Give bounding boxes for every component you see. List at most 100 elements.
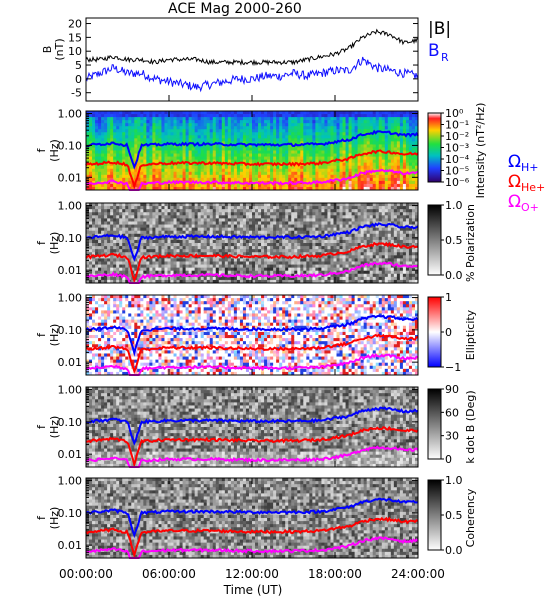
colorbar-tick-label: 10⁻⁵ <box>445 165 469 178</box>
colorbar-tick-label: 90 <box>445 383 459 396</box>
gyro-line-heplus-panel-4 <box>86 425 419 469</box>
field-yunit: (nT) <box>53 38 66 60</box>
series-br-line <box>85 56 419 93</box>
figure-title: ACE Mag 2000-260 <box>168 1 302 17</box>
spectrogram-ytick-label: 0.01 <box>58 539 83 552</box>
gyro-line-hplus-panel-4 <box>85 406 419 446</box>
colorbar-tick-label: 0.5 <box>445 234 463 247</box>
x-tick-label: 12:00:00 <box>225 567 279 581</box>
colorbar-intensity <box>427 112 442 183</box>
colorbar-coher <box>427 479 442 551</box>
gyro-label-sub-2: O+ <box>521 201 539 214</box>
colorbar-tick-label: 1 <box>445 291 452 304</box>
spectrogram-yunit: (Hz) <box>48 324 61 347</box>
colorbar-tick-label: 0 <box>445 326 452 339</box>
series-bmag-line <box>85 28 419 67</box>
colorbar-tick-label: 0.0 <box>445 269 463 282</box>
field-ytick-label: 5 <box>75 59 82 72</box>
spectrogram-yunit: (Hz) <box>48 139 61 162</box>
colorbar-tick-label: 10⁻¹ <box>445 119 469 132</box>
gyro-label-sub-0: H+ <box>521 161 539 174</box>
colorbar-ellip <box>427 296 442 368</box>
legend-br-subscript: R <box>441 51 449 64</box>
legend-br: B <box>428 41 440 61</box>
gyro-line-hplus-panel-1 <box>85 129 419 170</box>
spectrogram-ellip-cells <box>86 295 419 376</box>
x-tick-label: 18:00:00 <box>308 567 362 581</box>
colorbar-tick-label: 0.5 <box>445 509 463 522</box>
spectrogram-ytick-label: 1.00 <box>58 200 83 213</box>
colorbar-tick-label: 10⁰ <box>445 107 464 120</box>
colorbar-tick-label: 1.0 <box>445 199 463 212</box>
spectrogram-intensity-cells <box>86 111 419 191</box>
colorbar-label-intensity: Intensity (nT²/Hz) <box>474 103 487 199</box>
field-ytick-label: 10 <box>68 45 82 58</box>
spectrogram-ytick-label: 0.10 <box>58 507 83 520</box>
colorbar-tick-label: −1 <box>445 361 461 374</box>
gyro-label-2: Ω <box>508 192 521 212</box>
field-ytick-label: 0 <box>75 73 82 86</box>
colorbar-label-polar: % Polarization <box>464 204 477 282</box>
spectrogram-ytick-label: 1.00 <box>58 475 83 488</box>
colorbar-label-coher: Coherency <box>464 488 477 547</box>
x-tick-label: 06:00:00 <box>142 567 196 581</box>
colorbar-polar <box>427 204 442 276</box>
spectrogram-yunit: (Hz) <box>48 232 61 255</box>
x-tick-label: 24:00:00 <box>391 567 445 581</box>
spectrogram-ytick-label: 0.01 <box>58 264 83 277</box>
spectrogram-ytick-label: 0.10 <box>58 139 83 152</box>
gyro-line-heplus-panel-2 <box>85 241 419 284</box>
colorbar-label-kdotb: k dot B (Deg) <box>464 390 477 463</box>
gyro-label-1: Ω <box>508 172 521 192</box>
spectrogram-ylabel: f <box>35 515 48 520</box>
spectrogram-ytick-label: 0.10 <box>58 232 83 245</box>
gyro-label-0: Ω <box>508 152 521 172</box>
spectrogram-ytick-label: 1.00 <box>58 384 83 397</box>
gyro-line-hplus-panel-3 <box>85 314 419 357</box>
gyro-line-heplus-panel-5 <box>85 516 419 559</box>
gyro-line-heplus-panel-3 <box>85 333 419 374</box>
field-ytick-label: -5 <box>71 87 82 100</box>
spectrogram-coher-cells <box>86 478 419 559</box>
x-tick-label: 00:00:00 <box>59 567 113 581</box>
legend-bmag: |B| <box>428 19 451 39</box>
gyro-line-heplus-panel-1 <box>85 149 419 190</box>
colorbar-tick-label: 10⁻⁶ <box>445 176 470 189</box>
colorbar-tick-label: 10⁻⁴ <box>445 153 470 166</box>
field-ylabel: B <box>41 46 54 54</box>
gyro-line-oplus-panel-5 <box>85 536 419 559</box>
spectrogram-ylabel: f <box>35 240 48 245</box>
gyro-line-hplus-panel-2 <box>85 222 419 262</box>
spectrogram-ytick-label: 0.01 <box>58 171 83 184</box>
colorbar-tick-label: 10⁻² <box>445 130 469 143</box>
spectrogram-ylabel: f <box>35 147 48 152</box>
spectrogram-ytick-label: 1.00 <box>58 108 83 121</box>
field-ytick-label: 20 <box>68 18 82 31</box>
gyro-line-oplus-panel-2 <box>85 261 419 284</box>
gyro-label-sub-1: He+ <box>521 181 545 194</box>
colorbar-tick-label: 30 <box>445 430 459 443</box>
colorbar-tick-label: 10⁻³ <box>445 142 469 155</box>
spectrogram-ylabel: f <box>35 424 48 429</box>
colorbar-tick-label: 0.0 <box>445 544 463 557</box>
x-axis-label: Time (UT) <box>223 583 283 597</box>
gyro-line-oplus-panel-4 <box>85 445 419 468</box>
gyro-line-oplus-panel-1 <box>85 168 419 191</box>
colorbar-tick-label: 60 <box>445 406 459 419</box>
spectrogram-ytick-label: 0.10 <box>58 324 83 337</box>
spectrogram-yunit: (Hz) <box>48 507 61 530</box>
spectrogram-ytick-label: 0.01 <box>58 448 83 461</box>
colorbar-kdotb <box>427 388 442 460</box>
colorbar-label-ellip: Ellipticity <box>464 309 477 360</box>
field-ytick-label: 15 <box>68 31 82 44</box>
spectrogram-ylabel: f <box>35 332 48 337</box>
spectrogram-ytick-label: 0.10 <box>58 416 83 429</box>
spectrogram-ytick-label: 1.00 <box>58 292 83 305</box>
gyro-line-hplus-panel-5 <box>85 497 419 539</box>
gyro-line-oplus-panel-3 <box>85 353 419 376</box>
spectrogram-yunit: (Hz) <box>48 416 61 439</box>
colorbar-tick-label: 1.0 <box>445 474 463 487</box>
spectrogram-ytick-label: 0.01 <box>58 356 83 369</box>
colorbar-tick-label: 0 <box>445 453 452 466</box>
